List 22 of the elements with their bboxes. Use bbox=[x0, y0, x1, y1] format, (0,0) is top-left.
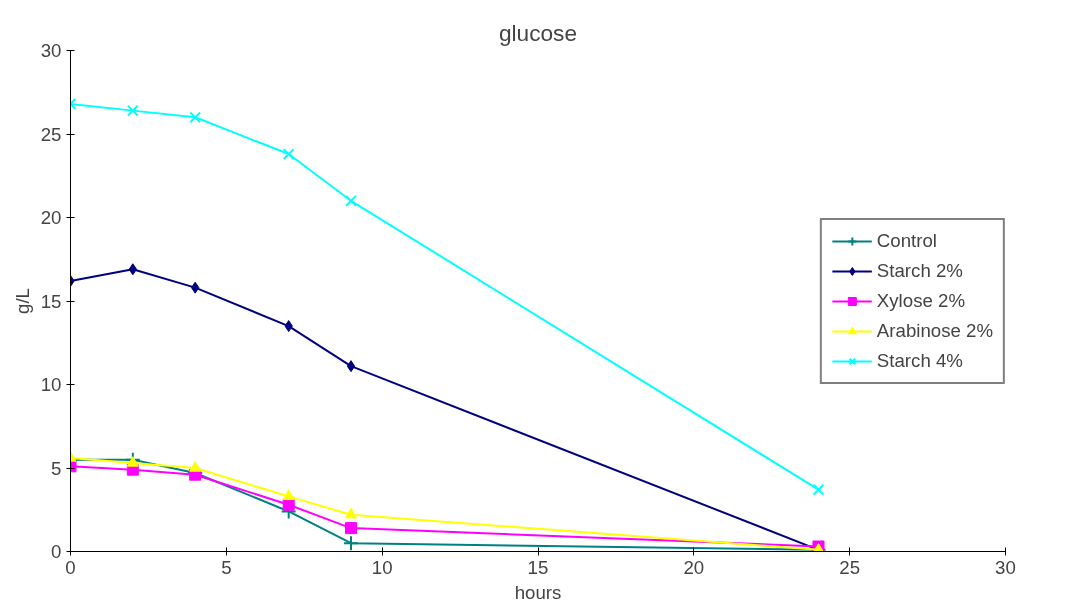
x-tick-label: 30 bbox=[995, 556, 1016, 578]
x-tick-label: 25 bbox=[839, 556, 861, 578]
x-tick-label: 0 bbox=[65, 556, 76, 578]
y-tick-label: 15 bbox=[40, 290, 62, 312]
legend-label: Control bbox=[876, 229, 937, 252]
x-tick-label: 15 bbox=[527, 556, 549, 578]
x-tick-label: 10 bbox=[371, 556, 393, 578]
x-axis-title: hours bbox=[514, 581, 562, 603]
y-tick-label: 30 bbox=[40, 40, 62, 61]
y-tick-label: 25 bbox=[40, 123, 62, 145]
chart-title: glucose bbox=[498, 19, 578, 46]
y-tick-label: 0 bbox=[51, 541, 62, 562]
legend-label: Xylose 2% bbox=[876, 289, 965, 312]
legend-label: Starch 4% bbox=[876, 349, 963, 372]
y-tick-label: 10 bbox=[40, 374, 62, 395]
legend-label: Starch 2% bbox=[876, 259, 963, 282]
x-tick-label: 5 bbox=[221, 556, 232, 578]
legend-label: Arabinose 2% bbox=[876, 319, 993, 342]
y-tick-label: 5 bbox=[51, 457, 62, 479]
x-tick-label: 20 bbox=[683, 556, 705, 578]
y-tick-label: 20 bbox=[40, 207, 62, 228]
y-axis-title: g/L bbox=[11, 288, 33, 314]
